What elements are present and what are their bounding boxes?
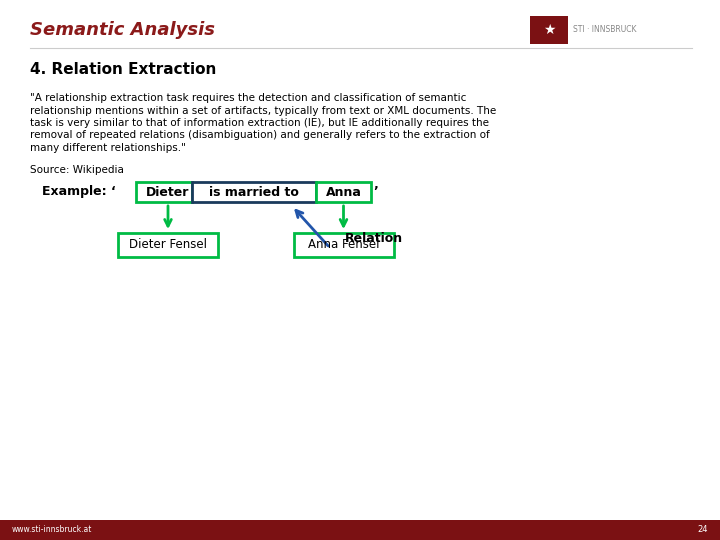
Text: Example: ‘: Example: ‘ [42, 186, 116, 199]
Text: Semantic Analysis: Semantic Analysis [30, 21, 215, 39]
Text: removal of repeated relations (disambiguation) and generally refers to the extra: removal of repeated relations (disambigu… [30, 131, 490, 140]
FancyBboxPatch shape [118, 233, 218, 257]
Text: Relation: Relation [345, 232, 403, 245]
Text: 4. Relation Extraction: 4. Relation Extraction [30, 63, 217, 78]
FancyBboxPatch shape [192, 182, 316, 202]
Text: STI · INNSBRUCK: STI · INNSBRUCK [573, 25, 636, 35]
Text: relationship mentions within a set of artifacts, typically from text or XML docu: relationship mentions within a set of ar… [30, 105, 496, 116]
Text: www.sti-innsbruck.at: www.sti-innsbruck.at [12, 525, 92, 535]
Text: Source: Wikipedia: Source: Wikipedia [30, 165, 124, 175]
Text: ’: ’ [373, 186, 378, 199]
FancyBboxPatch shape [316, 182, 371, 202]
Text: Dieter Fensel: Dieter Fensel [129, 239, 207, 252]
Text: task is very similar to that of information extraction (IE), but IE additionally: task is very similar to that of informat… [30, 118, 489, 128]
FancyBboxPatch shape [0, 520, 720, 540]
FancyBboxPatch shape [530, 16, 568, 44]
Text: is married to: is married to [209, 186, 299, 199]
Text: Anna Fensel: Anna Fensel [307, 239, 379, 252]
Text: Anna: Anna [325, 186, 361, 199]
Text: many different relationships.": many different relationships." [30, 143, 186, 153]
Text: ★: ★ [543, 23, 555, 37]
FancyBboxPatch shape [294, 233, 394, 257]
Text: "A relationship extraction task requires the detection and classification of sem: "A relationship extraction task requires… [30, 93, 467, 103]
Text: 24: 24 [698, 525, 708, 535]
FancyBboxPatch shape [136, 182, 192, 202]
Text: Dieter: Dieter [146, 186, 189, 199]
